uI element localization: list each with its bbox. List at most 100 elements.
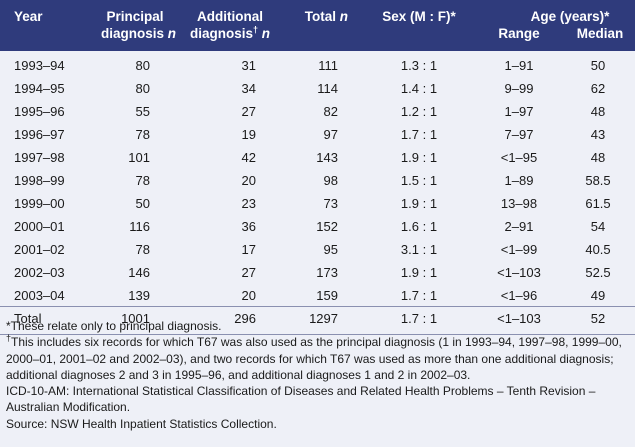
header-principal-line2: diagnosis n xyxy=(100,26,176,41)
table-row: 1998–99 78 20 98 1.5 : 1 1–89 58.5 xyxy=(0,169,635,192)
cell-additional: 296 xyxy=(234,311,256,326)
cell-year: 1993–94 xyxy=(14,58,65,73)
cell-range: <1–103 xyxy=(497,265,541,280)
cell-sex: 3.1 : 1 xyxy=(400,242,438,257)
cell-total: 159 xyxy=(316,288,338,303)
cell-year: 2000–01 xyxy=(14,219,65,234)
cell-year: Total xyxy=(14,311,42,326)
cell-sex: 1.7 : 1 xyxy=(400,288,438,303)
cell-additional: 27 xyxy=(241,104,256,119)
cell-year: 1999–00 xyxy=(14,196,65,211)
cell-range: 1–91 xyxy=(504,58,534,73)
cell-total: 114 xyxy=(317,81,338,96)
cell-additional: 20 xyxy=(241,288,256,303)
cell-median: 54 xyxy=(590,219,606,234)
cell-additional: 27 xyxy=(241,265,256,280)
cell-principal: 55 xyxy=(135,104,150,119)
cell-principal: 116 xyxy=(129,219,150,234)
cell-sex: 1.5 : 1 xyxy=(400,173,438,188)
cell-principal: 78 xyxy=(135,173,150,188)
cell-year: 2002–03 xyxy=(14,265,65,280)
cell-year: 1998–99 xyxy=(14,173,65,188)
cell-range: <1–103 xyxy=(497,311,541,326)
cell-principal: 101 xyxy=(128,150,150,165)
header-additional-line2: diagnosis† n xyxy=(190,24,271,41)
cell-principal: 139 xyxy=(128,288,150,303)
cell-principal: 1001 xyxy=(121,311,150,326)
cell-principal: 80 xyxy=(135,81,150,96)
cell-total: 111 xyxy=(318,58,338,73)
cell-year: 1997–98 xyxy=(14,150,65,165)
cell-median: 52.5 xyxy=(585,265,611,280)
cell-median: 50 xyxy=(590,58,606,73)
table-row: 1996–97 78 19 97 1.7 : 1 7–97 43 xyxy=(0,123,635,146)
cell-total: 95 xyxy=(323,242,338,257)
cell-total: 82 xyxy=(323,104,338,119)
table-row: 2002–03 146 27 173 1.9 : 1 <1–103 52.5 xyxy=(0,261,635,284)
header-year: Year xyxy=(14,9,43,24)
cell-range: 13–98 xyxy=(500,196,538,211)
header-principal-line1: Principal xyxy=(106,9,164,24)
cell-median: 48 xyxy=(590,150,606,165)
total-divider xyxy=(0,306,635,307)
cell-sex: 1.9 : 1 xyxy=(400,150,438,165)
cell-total: 152 xyxy=(316,219,338,234)
cell-range: <1–99 xyxy=(500,242,538,257)
cell-range: 7–97 xyxy=(504,127,534,142)
note-star: *These relate only to principal diagnosi… xyxy=(6,319,222,333)
cell-sex: 1.4 : 1 xyxy=(400,81,438,96)
table-bottom-rule xyxy=(0,334,635,335)
cell-additional: 42 xyxy=(241,150,256,165)
cell-additional: 17 xyxy=(241,242,256,257)
header-sex: Sex (M : F)* xyxy=(382,9,456,24)
cell-additional: 20 xyxy=(241,173,256,188)
cell-median: 48 xyxy=(590,104,606,119)
cell-year: 2001–02 xyxy=(14,242,65,257)
cell-sex: 1.7 : 1 xyxy=(400,311,438,326)
cell-median: 62 xyxy=(590,81,606,96)
header-range: Range xyxy=(498,26,540,41)
cell-median: 61.5 xyxy=(585,196,611,211)
cell-year: 1996–97 xyxy=(14,127,65,142)
cell-principal: 50 xyxy=(135,196,150,211)
cell-principal: 80 xyxy=(135,58,150,73)
cell-year: 2003–04 xyxy=(14,288,65,303)
table-row: 1997–98 101 42 143 1.9 : 1 <1–95 48 xyxy=(0,146,635,169)
cell-sex: 1.9 : 1 xyxy=(400,265,438,280)
cell-median: 40.5 xyxy=(585,242,611,257)
cell-range: 9–99 xyxy=(504,81,534,96)
cell-total: 173 xyxy=(316,265,338,280)
note-dagger: †This includes six records for which T67… xyxy=(6,333,622,382)
cell-year: 1995–96 xyxy=(14,104,65,119)
table-row: 1993–94 80 31 111 1.3 : 1 1–91 50 xyxy=(0,54,635,77)
cell-principal: 78 xyxy=(135,127,150,142)
cell-range: 1–89 xyxy=(504,173,534,188)
table-row: 2001–02 78 17 95 3.1 : 1 <1–99 40.5 xyxy=(0,238,635,261)
cell-median: 43 xyxy=(590,127,606,142)
cell-median: 52 xyxy=(590,311,606,326)
cell-sex: 1.3 : 1 xyxy=(400,58,438,73)
table-row: 1994–95 80 34 114 1.4 : 1 9–99 62 xyxy=(0,77,635,100)
cell-additional: 34 xyxy=(241,81,256,96)
table-total-row: Total 1001 296 1297 1.7 : 1 <1–103 52 xyxy=(0,307,635,330)
header-median: Median xyxy=(576,26,624,41)
cell-total: 1297 xyxy=(309,311,338,326)
cell-range: 2–91 xyxy=(504,219,534,234)
table-row: 2003–04 139 20 159 1.7 : 1 <1–96 49 xyxy=(0,284,635,307)
table-row: 2000–01 116 36 152 1.6 : 1 2–91 54 xyxy=(0,215,635,238)
cell-median: 58.5 xyxy=(585,173,611,188)
cell-median: 49 xyxy=(590,288,606,303)
cell-range: <1–95 xyxy=(500,150,538,165)
cell-principal: 146 xyxy=(128,265,150,280)
cell-additional: 19 xyxy=(241,127,256,142)
table-row: 1999–00 50 23 73 1.9 : 1 13–98 61.5 xyxy=(0,192,635,215)
cell-range: <1–96 xyxy=(500,288,538,303)
table-notes: *These relate only to principal diagnosi… xyxy=(6,318,631,432)
cell-additional: 23 xyxy=(241,196,256,211)
cell-total: 97 xyxy=(323,127,338,142)
header-age: Age (years)* xyxy=(530,9,610,24)
note-icd: ICD-10-AM: International Statistical Cla… xyxy=(6,384,596,415)
cell-year: 1994–95 xyxy=(14,81,65,96)
cell-range: 1–97 xyxy=(504,104,534,119)
cell-sex: 1.2 : 1 xyxy=(400,104,438,119)
